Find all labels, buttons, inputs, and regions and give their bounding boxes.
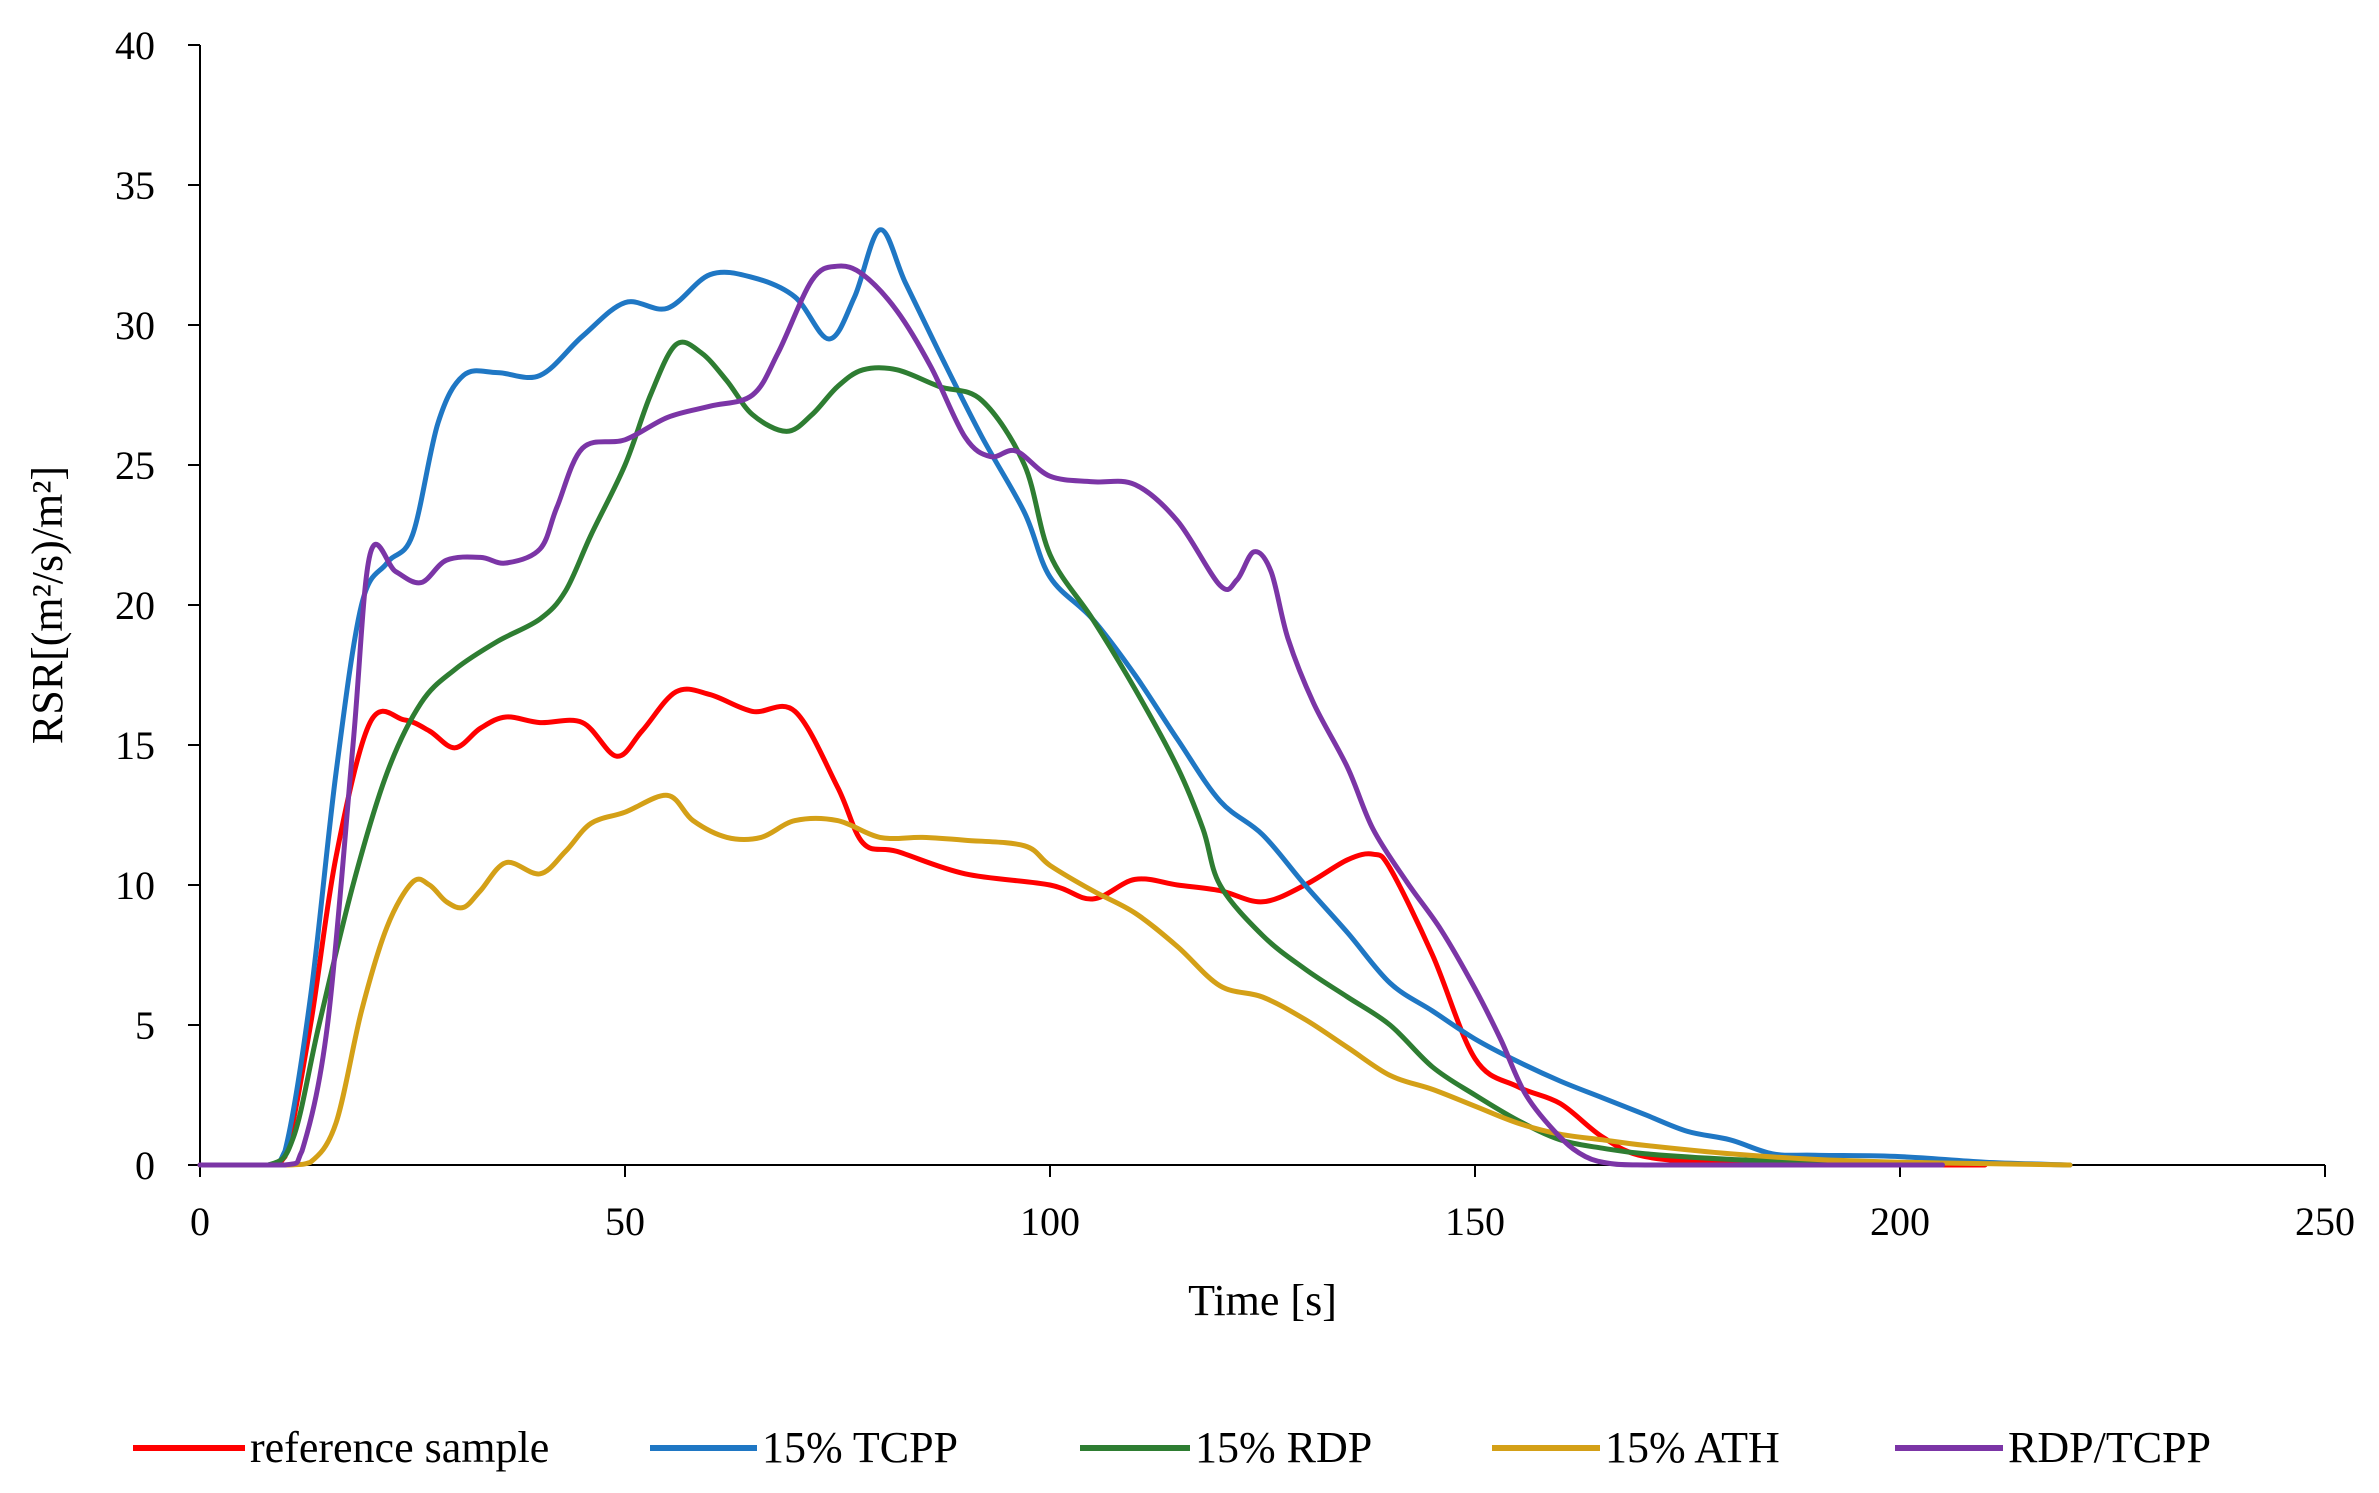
x-axis-ticks: 0 50 100 150 200 250: [190, 1165, 2355, 1244]
y-tick-label: 0: [135, 1143, 155, 1188]
x-tick-label: 100: [1020, 1199, 1080, 1244]
x-tick-label: 0: [190, 1199, 210, 1244]
legend-label: reference sample: [250, 1423, 549, 1472]
x-axis-title: Time [s]: [1188, 1276, 1337, 1325]
series-line-2: [197, 339, 1903, 1168]
series-line-4: [197, 263, 1945, 1168]
x-tick-label: 250: [2295, 1199, 2355, 1244]
series-line-0: [197, 686, 1988, 1168]
x-tick-label: 150: [1445, 1199, 1505, 1244]
legend-label: 15% RDP: [1195, 1423, 1372, 1472]
y-tick-label: 10: [115, 863, 155, 908]
series-line-1: [197, 227, 2073, 1168]
y-tick-label: 30: [115, 303, 155, 348]
y-tick-label: 35: [115, 163, 155, 208]
y-tick-label: 40: [115, 23, 155, 68]
legend-label: 15% ATH: [1605, 1423, 1780, 1472]
y-axis-ticks: 0 5 10 15 20 25 30 35 40: [115, 23, 200, 1188]
y-tick-label: 15: [115, 723, 155, 768]
y-tick-label: 25: [115, 443, 155, 488]
legend-label: 15% TCPP: [762, 1423, 958, 1472]
x-tick-label: 200: [1870, 1199, 1930, 1244]
series-line-3: [197, 792, 2073, 1168]
y-tick-label: 5: [135, 1003, 155, 1048]
legend-label: RDP/TCPP: [2008, 1423, 2211, 1472]
series-lines: [197, 227, 2073, 1168]
y-tick-label: 20: [115, 583, 155, 628]
legend: reference sample 15% TCPP 15% RDP 15% ATH RD…: [133, 1423, 2211, 1472]
y-axis-title: RSR[(m²/s)/m²]: [23, 466, 72, 744]
x-tick-label: 50: [605, 1199, 645, 1244]
